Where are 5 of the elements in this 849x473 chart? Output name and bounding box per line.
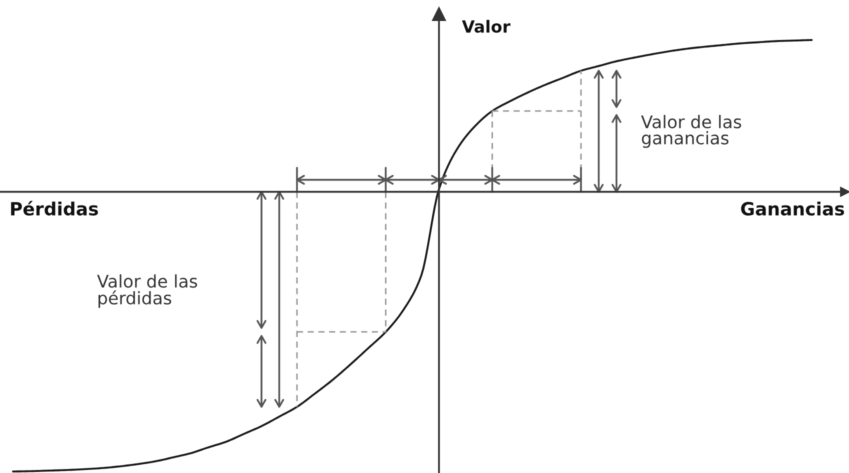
x-axis-title: Ganancias — [741, 202, 844, 216]
annotation: Pérdidas — [11, 200, 98, 216]
annotation: Valor de las ganancias — [641, 114, 742, 148]
annotation: Valor de las pérdidas — [97, 274, 198, 308]
y-axis-title: Valor — [462, 20, 510, 33]
